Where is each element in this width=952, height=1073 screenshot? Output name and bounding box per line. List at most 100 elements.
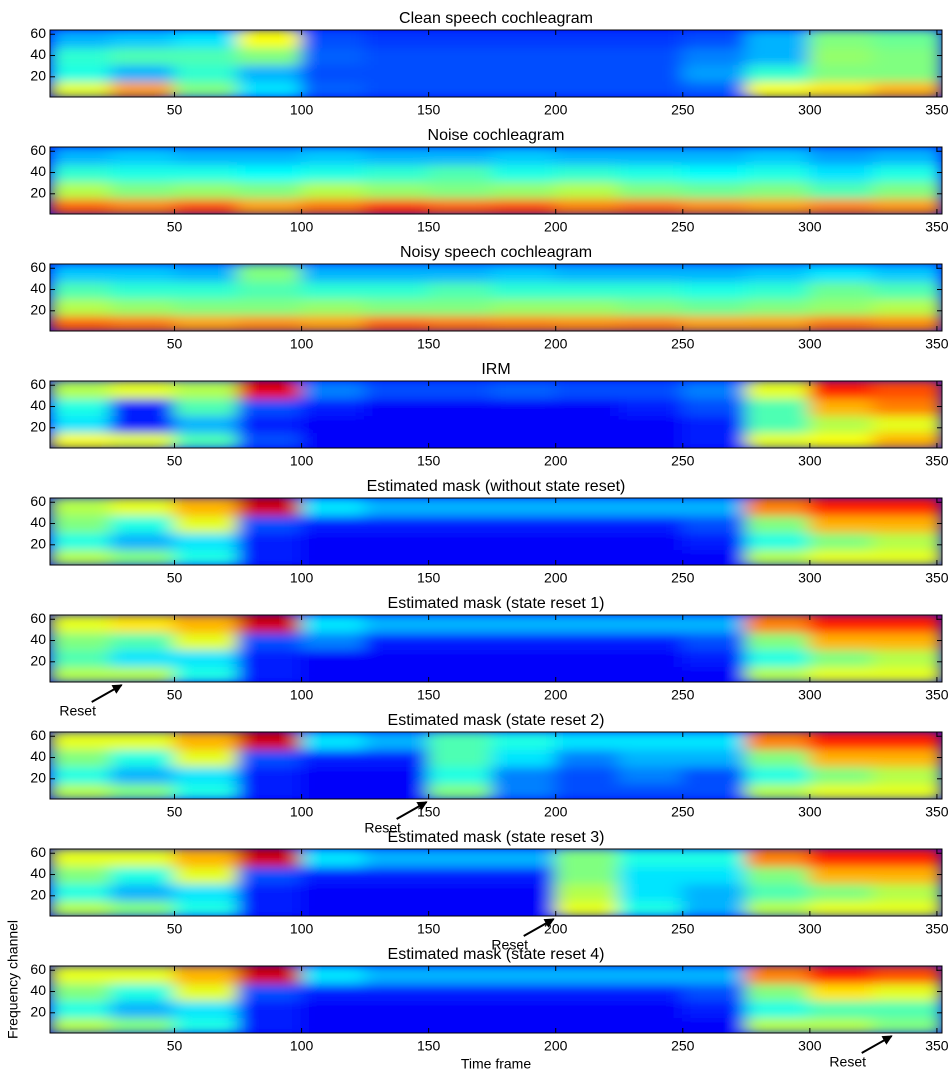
heatmap-cell <box>872 46 943 65</box>
heatmap-cell <box>49 497 112 516</box>
x-tick-label: 300 <box>798 570 822 586</box>
heatmap-cell <box>301 514 367 533</box>
heatmap-cell <box>174 514 240 533</box>
panel-title: Estimated mask (state reset 4) <box>388 946 605 963</box>
heatmap-cell <box>872 263 943 282</box>
heatmap-cell <box>174 297 240 316</box>
y-tick-label: 60 <box>30 259 46 275</box>
heatmap-cell <box>555 280 621 299</box>
x-tick-label: 350 <box>925 804 949 820</box>
heatmap-cell <box>745 497 811 516</box>
heatmap-cell <box>745 999 811 1018</box>
heatmap-cell <box>110 314 176 332</box>
y-tick-label: 60 <box>30 493 46 509</box>
x-tick-label: 300 <box>798 804 822 820</box>
heatmap-cell <box>809 263 875 282</box>
panel-title: IRM <box>481 361 510 378</box>
y-tick-label: 40 <box>30 631 46 647</box>
heatmap-cell <box>364 63 430 82</box>
heatmap-cell <box>49 46 112 65</box>
heatmap-cell <box>364 1016 430 1034</box>
heatmap-cell <box>301 297 367 316</box>
heatmap-cell <box>745 80 811 98</box>
heatmap-cell <box>682 431 748 449</box>
heatmap-cell <box>110 765 176 784</box>
heatmap-cell <box>364 380 430 399</box>
heatmap-cell <box>364 648 430 667</box>
y-tick-label: 40 <box>30 46 46 62</box>
heatmap-cell <box>682 965 748 984</box>
heatmap-cell <box>428 514 494 533</box>
heatmap-cell <box>555 865 621 884</box>
heatmap <box>49 146 943 215</box>
heatmap-cell <box>491 848 557 867</box>
heatmap-cell <box>428 531 494 550</box>
x-tick-label: 100 <box>290 570 314 586</box>
heatmap-cell <box>745 982 811 1001</box>
heatmap-cell <box>745 965 811 984</box>
y-tick-label: 20 <box>30 535 46 551</box>
heatmap-cell <box>682 899 748 917</box>
heatmap-cell <box>555 146 621 165</box>
heatmap-cell <box>174 982 240 1001</box>
heatmap-cell <box>301 263 367 282</box>
heatmap-cell <box>555 80 621 98</box>
heatmap-cell <box>237 146 303 165</box>
heatmap-cell <box>809 765 875 784</box>
heatmap-cell <box>745 397 811 416</box>
heatmap-cell <box>491 1016 557 1034</box>
heatmap-cell <box>809 882 875 901</box>
heatmap-cell <box>174 531 240 550</box>
heatmap-cell <box>237 297 303 316</box>
x-tick-label: 50 <box>167 336 183 352</box>
heatmap-cell <box>174 29 240 48</box>
heatmap-cell <box>618 1016 684 1034</box>
heatmap-cell <box>49 631 112 650</box>
heatmap-cell <box>49 180 112 199</box>
heatmap-cell <box>428 548 494 566</box>
heatmap-cell <box>491 46 557 65</box>
heatmap-cell <box>745 46 811 65</box>
heatmap-cell <box>682 782 748 800</box>
heatmap-cell <box>49 414 112 433</box>
heatmap-cell <box>809 431 875 449</box>
heatmap-cell <box>110 631 176 650</box>
heatmap-cell <box>301 163 367 182</box>
heatmap-cell <box>110 748 176 767</box>
heatmap-cell <box>491 263 557 282</box>
heatmap-cell <box>428 431 494 449</box>
x-tick-label: 250 <box>671 570 695 586</box>
heatmap-cell <box>428 180 494 199</box>
heatmap-cell <box>174 380 240 399</box>
heatmap-cell <box>745 648 811 667</box>
heatmap-cell <box>301 614 367 633</box>
heatmap-cell <box>872 397 943 416</box>
heatmap-cell <box>428 163 494 182</box>
heatmap-cell <box>174 280 240 299</box>
heatmap-cell <box>872 414 943 433</box>
heatmap-cell <box>682 180 748 199</box>
x-tick-label: 250 <box>671 219 695 235</box>
heatmap-cell <box>174 965 240 984</box>
heatmap-cell <box>745 731 811 750</box>
heatmap <box>49 848 943 917</box>
heatmap-cell <box>237 497 303 516</box>
heatmap-cell <box>110 1016 176 1034</box>
heatmap-cell <box>364 431 430 449</box>
heatmap-cell <box>364 614 430 633</box>
heatmap-cell <box>618 982 684 1001</box>
annotation-arrow <box>862 1036 892 1053</box>
y-tick-label: 20 <box>30 67 46 83</box>
y-tick-label: 20 <box>30 769 46 785</box>
heatmap-cell <box>745 180 811 199</box>
heatmap-cell <box>110 514 176 533</box>
x-tick-label: 300 <box>798 1038 822 1054</box>
heatmap-cell <box>237 180 303 199</box>
heatmap-cell <box>618 882 684 901</box>
heatmap-cell <box>364 163 430 182</box>
heatmap-cell <box>237 80 303 98</box>
heatmap-cell <box>618 163 684 182</box>
x-tick-label: 150 <box>417 921 441 937</box>
heatmap-cell <box>682 1016 748 1034</box>
heatmap-cell <box>745 631 811 650</box>
